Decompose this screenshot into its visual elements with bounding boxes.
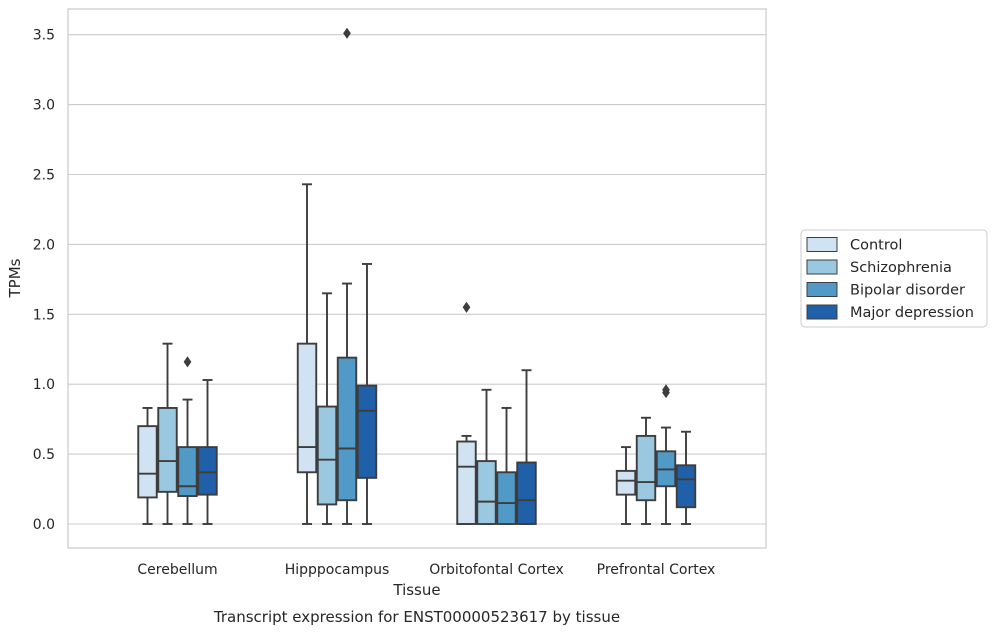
box-hipppocampus-schizophrenia bbox=[316, 292, 338, 525]
box-groups bbox=[137, 27, 697, 525]
box-iqr bbox=[177, 446, 198, 497]
y-tick-label: 3.5 bbox=[33, 28, 55, 44]
box-prefrontal-cortex-control bbox=[615, 446, 637, 525]
y-tick-label: 3.0 bbox=[33, 98, 55, 114]
box-orbitofontal-cortex-control bbox=[456, 301, 477, 525]
x-tick-label: Cerebellum bbox=[137, 562, 217, 578]
y-tick-label: 2.0 bbox=[33, 237, 55, 253]
x-tick-label: Prefrontal Cortex bbox=[597, 562, 716, 578]
box-iqr bbox=[336, 356, 358, 502]
box-group-prefrontal-cortex bbox=[615, 384, 697, 525]
box-iqr bbox=[496, 471, 517, 525]
outlier-point bbox=[183, 356, 192, 368]
y-tick-label: 1.5 bbox=[33, 307, 55, 323]
box-iqr bbox=[316, 405, 338, 506]
box-iqr bbox=[137, 425, 158, 499]
y-axis-label: TPMs bbox=[6, 258, 24, 298]
legend-item-major-depression: Major depression bbox=[806, 304, 974, 321]
box-cerebellum-control bbox=[137, 407, 158, 525]
box-hipppocampus-control bbox=[296, 183, 318, 525]
legend-item-bipolar-disorder: Bipolar disorder bbox=[806, 282, 965, 299]
box-group-cerebellum bbox=[137, 342, 218, 525]
y-tick-label: 1.0 bbox=[33, 377, 55, 393]
box-iqr bbox=[356, 384, 378, 479]
box-orbitofontal-cortex-major-depression bbox=[516, 369, 537, 525]
box-iqr bbox=[197, 446, 218, 496]
box-iqr bbox=[635, 434, 657, 502]
box-orbitofontal-cortex-bipolar-disorder bbox=[496, 407, 517, 525]
box-hipppocampus-bipolar-disorder bbox=[336, 27, 358, 525]
legend-label: Major depression bbox=[850, 305, 974, 321]
box-cerebellum-bipolar-disorder bbox=[177, 356, 198, 525]
box-group-orbitofontal-cortex bbox=[456, 301, 537, 525]
box-iqr bbox=[615, 469, 637, 496]
legend-swatch bbox=[806, 282, 838, 297]
box-prefrontal-cortex-major-depression bbox=[675, 430, 697, 525]
box-iqr bbox=[476, 460, 497, 525]
legend-item-control: Control bbox=[806, 237, 902, 254]
legend-swatch bbox=[806, 304, 838, 320]
x-axis-ticks: Cerebellum Hipppocampus Orbitofontal Corte… bbox=[137, 562, 715, 578]
y-tick-label: 2.5 bbox=[33, 168, 55, 184]
chart-caption: Transcript expression for ENST0000052361… bbox=[213, 608, 620, 626]
box-iqr bbox=[516, 461, 537, 525]
box-cerebellum-schizophrenia bbox=[157, 342, 178, 525]
outlier-point bbox=[343, 27, 351, 39]
x-tick-label: Orbitofontal Cortex bbox=[429, 562, 564, 578]
box-prefrontal-cortex-bipolar-disorder bbox=[655, 384, 677, 525]
box-iqr bbox=[296, 342, 318, 474]
outlier-point bbox=[662, 384, 670, 396]
plot-frame bbox=[67, 8, 767, 549]
x-tick-label: Hipppocampus bbox=[285, 562, 390, 578]
y-tick-label: 0.0 bbox=[33, 517, 55, 533]
box-cerebellum-major-depression bbox=[197, 379, 218, 525]
y-axis-ticks: 0.0 0.5 1.0 1.5 2.0 2.5 3.0 3.5 bbox=[33, 28, 55, 533]
box-iqr bbox=[675, 464, 697, 509]
x-axis-label: Tissue bbox=[392, 581, 440, 599]
box-iqr bbox=[456, 440, 477, 525]
box-iqr bbox=[157, 407, 178, 493]
legend-label: Control bbox=[850, 238, 902, 254]
legend: Control Schizophrenia Bipolar disorder Majo… bbox=[800, 229, 988, 328]
legend-label: Schizophrenia bbox=[850, 260, 952, 276]
legend-frame bbox=[800, 229, 988, 328]
box-prefrontal-cortex-schizophrenia bbox=[635, 416, 657, 525]
y-tick-label: 0.5 bbox=[33, 447, 55, 463]
legend-label: Bipolar disorder bbox=[850, 283, 965, 299]
legend-swatch bbox=[806, 237, 838, 252]
legend-item-schizophrenia: Schizophrenia bbox=[806, 259, 952, 276]
box-orbitofontal-cortex-schizophrenia bbox=[476, 388, 497, 525]
box-group-hipppocampus bbox=[296, 27, 378, 525]
box-hipppocampus-major-depression bbox=[356, 263, 378, 525]
legend-swatch bbox=[806, 259, 838, 275]
outlier-point bbox=[462, 301, 471, 313]
